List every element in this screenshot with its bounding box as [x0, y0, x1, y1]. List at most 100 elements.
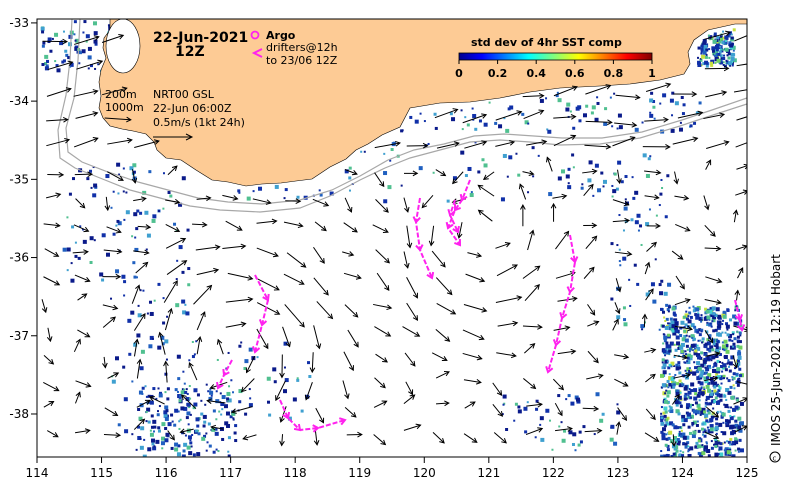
sst-pixel — [739, 401, 744, 406]
sst-pixel — [726, 450, 731, 455]
current-arrow — [342, 380, 350, 400]
sst-pixel — [648, 208, 651, 211]
sst-pixel — [705, 376, 709, 380]
sst-pixel — [604, 107, 608, 111]
current-arrow — [165, 223, 181, 233]
sst-pixel — [673, 355, 676, 358]
sst-pixel — [710, 312, 713, 315]
sst-pixel — [89, 169, 93, 173]
sst-pixel — [600, 171, 604, 175]
sst-pixel — [714, 391, 719, 396]
sst-pixel — [722, 421, 725, 424]
sst-pixel — [86, 177, 90, 181]
sst-pixel — [133, 342, 138, 347]
sst-pixel — [587, 178, 592, 183]
current-arrow — [463, 433, 478, 443]
current-arrow — [436, 141, 460, 149]
sst-pixel — [107, 24, 110, 27]
sst-pixel — [118, 173, 121, 176]
current-arrow — [645, 373, 656, 383]
sst-pixel — [649, 111, 652, 114]
current-arrow — [135, 261, 149, 274]
sst-pixel — [218, 410, 221, 413]
sst-pixel — [229, 415, 233, 419]
sst-pixel — [152, 214, 157, 219]
current-arrow — [192, 221, 208, 228]
current-arrow — [526, 139, 548, 146]
current-arrow — [705, 351, 721, 357]
sst-pixel — [688, 350, 691, 353]
current-arrow — [196, 336, 203, 355]
sst-pixel — [696, 353, 701, 358]
sst-pixel — [729, 437, 733, 441]
sst-pixel — [698, 399, 701, 402]
sst-pixel — [738, 438, 742, 442]
current-arrow — [431, 250, 446, 268]
sst-pixel — [248, 347, 253, 352]
sst-pixel — [727, 31, 732, 36]
sst-pixel — [681, 418, 686, 423]
sst-pixel — [85, 34, 90, 39]
sst-pixel — [139, 211, 143, 215]
sst-pixel — [727, 440, 731, 444]
sst-pixel — [184, 390, 188, 394]
sst-pixel — [688, 326, 691, 329]
sst-pixel — [734, 367, 737, 370]
sst-pixel — [221, 437, 225, 441]
sst-pixel — [175, 278, 178, 281]
current-arrow — [73, 89, 99, 97]
sst-pixel — [645, 173, 650, 178]
sst-pixel — [723, 441, 726, 444]
current-arrow — [583, 222, 598, 229]
sst-pixel — [706, 341, 711, 346]
current-arrow — [286, 252, 307, 268]
sst-pixel — [681, 112, 685, 116]
sst-pixel — [513, 419, 516, 422]
sst-pixel — [227, 450, 230, 453]
sst-pixel — [707, 373, 712, 378]
sst-pixel — [183, 388, 186, 391]
sst-pixel — [387, 185, 392, 190]
sst-pixel — [669, 406, 673, 410]
sst-pixel — [715, 432, 718, 435]
current-arrow — [74, 35, 100, 45]
sst-pixel — [705, 398, 708, 401]
sst-pixel — [669, 409, 674, 414]
sst-pixel — [736, 364, 740, 368]
sst-pixel — [708, 48, 711, 51]
sst-pixel — [693, 351, 698, 356]
sst-pixel — [187, 283, 191, 287]
sst-pixel — [736, 344, 740, 348]
current-arrow — [492, 404, 504, 417]
sst-pixel — [660, 454, 664, 457]
sst-pixel — [719, 377, 723, 381]
sst-pixel — [712, 342, 716, 346]
sst-pixel — [684, 369, 687, 372]
sst-pixel — [723, 449, 726, 452]
sst-pixel — [618, 260, 621, 263]
sst-pixel — [66, 216, 69, 219]
current-arrow — [524, 343, 536, 354]
sst-pixel — [703, 410, 707, 414]
sst-pixel — [701, 341, 704, 344]
sst-pixel — [667, 366, 671, 370]
sst-pixel — [618, 125, 623, 130]
sst-pixel — [565, 174, 570, 179]
sst-pixel — [115, 269, 120, 274]
sst-pixel — [69, 62, 74, 67]
sst-pixel — [563, 429, 567, 433]
sst-pixel — [718, 320, 722, 324]
sst-pixel — [696, 346, 701, 351]
sst-pixel — [726, 62, 729, 65]
sst-pixel — [603, 121, 608, 126]
sst-pixel — [713, 32, 717, 36]
current-arrow — [732, 209, 739, 223]
sst-pixel — [700, 330, 703, 333]
sst-pixel — [697, 391, 700, 394]
sst-pixel — [590, 111, 594, 115]
sst-pixel — [686, 397, 689, 400]
sst-pixel — [732, 384, 735, 387]
sst-pixel — [409, 115, 413, 119]
sst-pixel — [131, 235, 134, 238]
sst-pixel — [696, 444, 701, 449]
